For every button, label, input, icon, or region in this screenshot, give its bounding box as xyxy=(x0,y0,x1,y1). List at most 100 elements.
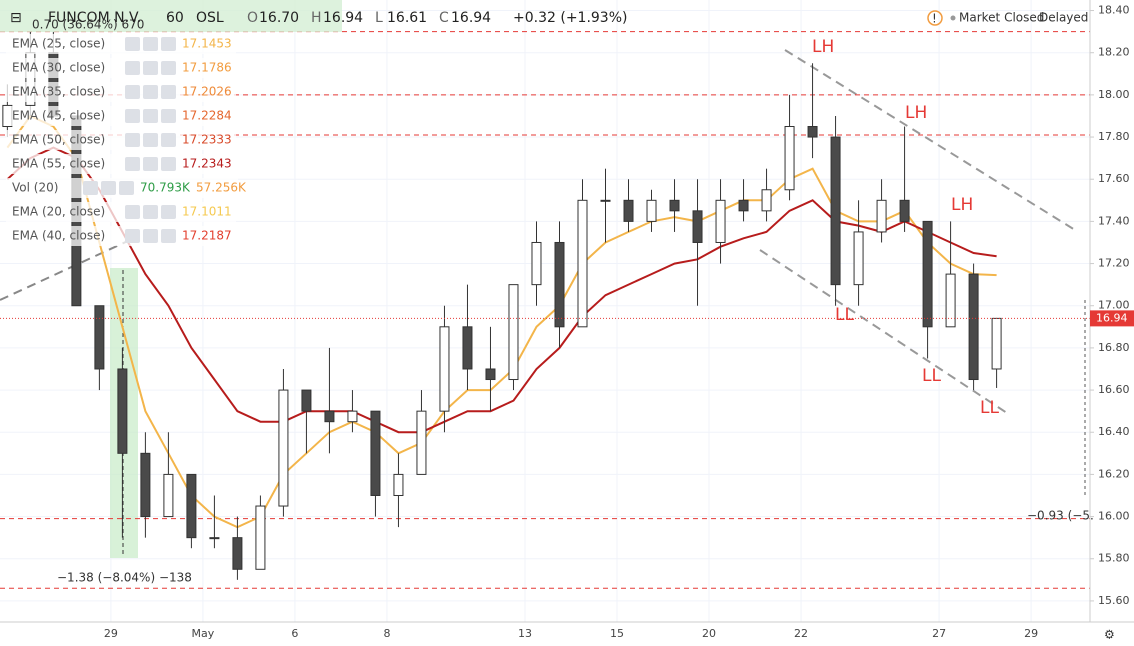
legend-button[interactable] xyxy=(125,229,140,243)
candle-body xyxy=(462,326,473,370)
header-bg xyxy=(0,0,342,32)
legend-button[interactable] xyxy=(161,133,176,147)
legend-name: Vol (20) xyxy=(12,181,58,195)
measure-label: −0.93 (−5. xyxy=(1027,509,1094,523)
measure-label: −1.38 (−8.04%) −138 xyxy=(57,571,192,585)
x-tick-label: 27 xyxy=(932,627,946,640)
legend-name: EMA (25, close) xyxy=(12,37,105,51)
legend-button[interactable] xyxy=(161,157,176,171)
candle-body xyxy=(692,210,703,243)
candle-body xyxy=(301,389,312,412)
legend-row-bg xyxy=(6,154,236,174)
x-tick-label: 29 xyxy=(104,627,118,640)
annotation: LL xyxy=(835,305,854,325)
legend-button[interactable] xyxy=(161,109,176,123)
y-tick-label: 18.40 xyxy=(1098,4,1130,17)
collapse-icon[interactable]: ⊟ xyxy=(10,10,22,26)
legend-button[interactable] xyxy=(143,37,158,51)
legend-button[interactable] xyxy=(143,205,158,219)
candle-body xyxy=(140,452,151,518)
measure-label: 0.70 (36.64%) 670 xyxy=(32,18,144,32)
legend-value: 17.2026 xyxy=(182,85,232,99)
status-icon[interactable] xyxy=(927,10,943,26)
candle-body xyxy=(209,537,220,540)
x-tick-label: 22 xyxy=(794,627,808,640)
x-tick-label: 20 xyxy=(702,627,716,640)
legend-button[interactable] xyxy=(143,229,158,243)
legend-button[interactable] xyxy=(125,157,140,171)
candle-body xyxy=(94,305,105,370)
legend-button[interactable] xyxy=(161,205,176,219)
ohlc-value: 16.61 xyxy=(387,10,427,26)
legend-button[interactable] xyxy=(143,61,158,75)
legend-button[interactable] xyxy=(143,85,158,99)
x-tick-label: 15 xyxy=(610,627,624,640)
ohlc-label: L xyxy=(375,10,383,26)
legend-button[interactable] xyxy=(83,181,98,195)
legend-button[interactable] xyxy=(125,61,140,75)
annotation: LH xyxy=(905,103,927,123)
y-tick-label: 18.00 xyxy=(1098,88,1130,101)
y-tick-label: 17.80 xyxy=(1098,130,1130,143)
interval[interactable]: 60 xyxy=(166,10,184,26)
legend-button[interactable] xyxy=(143,133,158,147)
y-tick-label: 16.00 xyxy=(1098,510,1130,523)
legend-button[interactable] xyxy=(119,181,134,195)
legend-button[interactable] xyxy=(161,229,176,243)
legend-button[interactable] xyxy=(125,37,140,51)
legend-row-bg xyxy=(6,226,236,246)
annotation: LL xyxy=(980,398,999,418)
legend-value: 17.1786 xyxy=(182,61,232,75)
legend-value: 17.1011 xyxy=(182,205,232,219)
candle-body xyxy=(416,410,427,475)
candle-body xyxy=(899,199,910,222)
symbol[interactable]: FUNCOM N.V. xyxy=(48,10,141,26)
y-tick-label: 18.20 xyxy=(1098,46,1130,59)
y-tick-label: 17.00 xyxy=(1098,299,1130,312)
candle-body xyxy=(163,473,174,518)
settings-icon[interactable]: ⚙ xyxy=(1104,628,1115,642)
legend-button[interactable] xyxy=(101,181,116,195)
trend-line xyxy=(784,49,1076,231)
legend-value: 17.2333 xyxy=(182,133,232,147)
legend-value: 17.2284 xyxy=(182,109,232,123)
legend-name: EMA (30, close) xyxy=(12,61,105,75)
legend-row-bg xyxy=(6,130,236,150)
legend-button[interactable] xyxy=(143,109,158,123)
y-tick-label: 16.20 xyxy=(1098,467,1130,480)
candle-body xyxy=(324,410,335,423)
legend-value: 17.2187 xyxy=(182,229,232,243)
candle-body xyxy=(232,537,243,570)
candle-body xyxy=(807,126,818,138)
legend-value: 17.2343 xyxy=(182,157,232,171)
legend-name: EMA (35, close) xyxy=(12,85,105,99)
legend-button[interactable] xyxy=(161,61,176,75)
legend-name: EMA (50, close) xyxy=(12,133,105,147)
legend-button[interactable] xyxy=(125,109,140,123)
candle-body xyxy=(278,389,289,507)
candle-body xyxy=(968,273,979,381)
legend-button[interactable] xyxy=(161,37,176,51)
legend-button[interactable] xyxy=(125,133,140,147)
legend-button[interactable] xyxy=(161,85,176,99)
candle-body xyxy=(554,241,565,328)
candle-body xyxy=(830,136,841,286)
plot xyxy=(0,31,1090,589)
legend-button[interactable] xyxy=(143,157,158,171)
candle-body xyxy=(784,126,795,191)
candle-body xyxy=(991,317,1002,370)
legend-name: EMA (55, close) xyxy=(12,157,105,171)
candle-body xyxy=(853,231,864,286)
candle-body xyxy=(117,368,128,454)
legend-button[interactable] xyxy=(125,205,140,219)
x-tick-label: 8 xyxy=(383,627,390,640)
y-tick-label: 17.20 xyxy=(1098,257,1130,270)
legend-button[interactable] xyxy=(125,85,140,99)
x-tick-label: 13 xyxy=(518,627,532,640)
candle-body xyxy=(370,410,381,496)
candle-body xyxy=(255,505,266,570)
candle-body xyxy=(347,410,358,423)
y-tick-label: 17.40 xyxy=(1098,214,1130,227)
exchange[interactable]: OSL xyxy=(196,10,224,26)
status-dot xyxy=(950,15,956,21)
